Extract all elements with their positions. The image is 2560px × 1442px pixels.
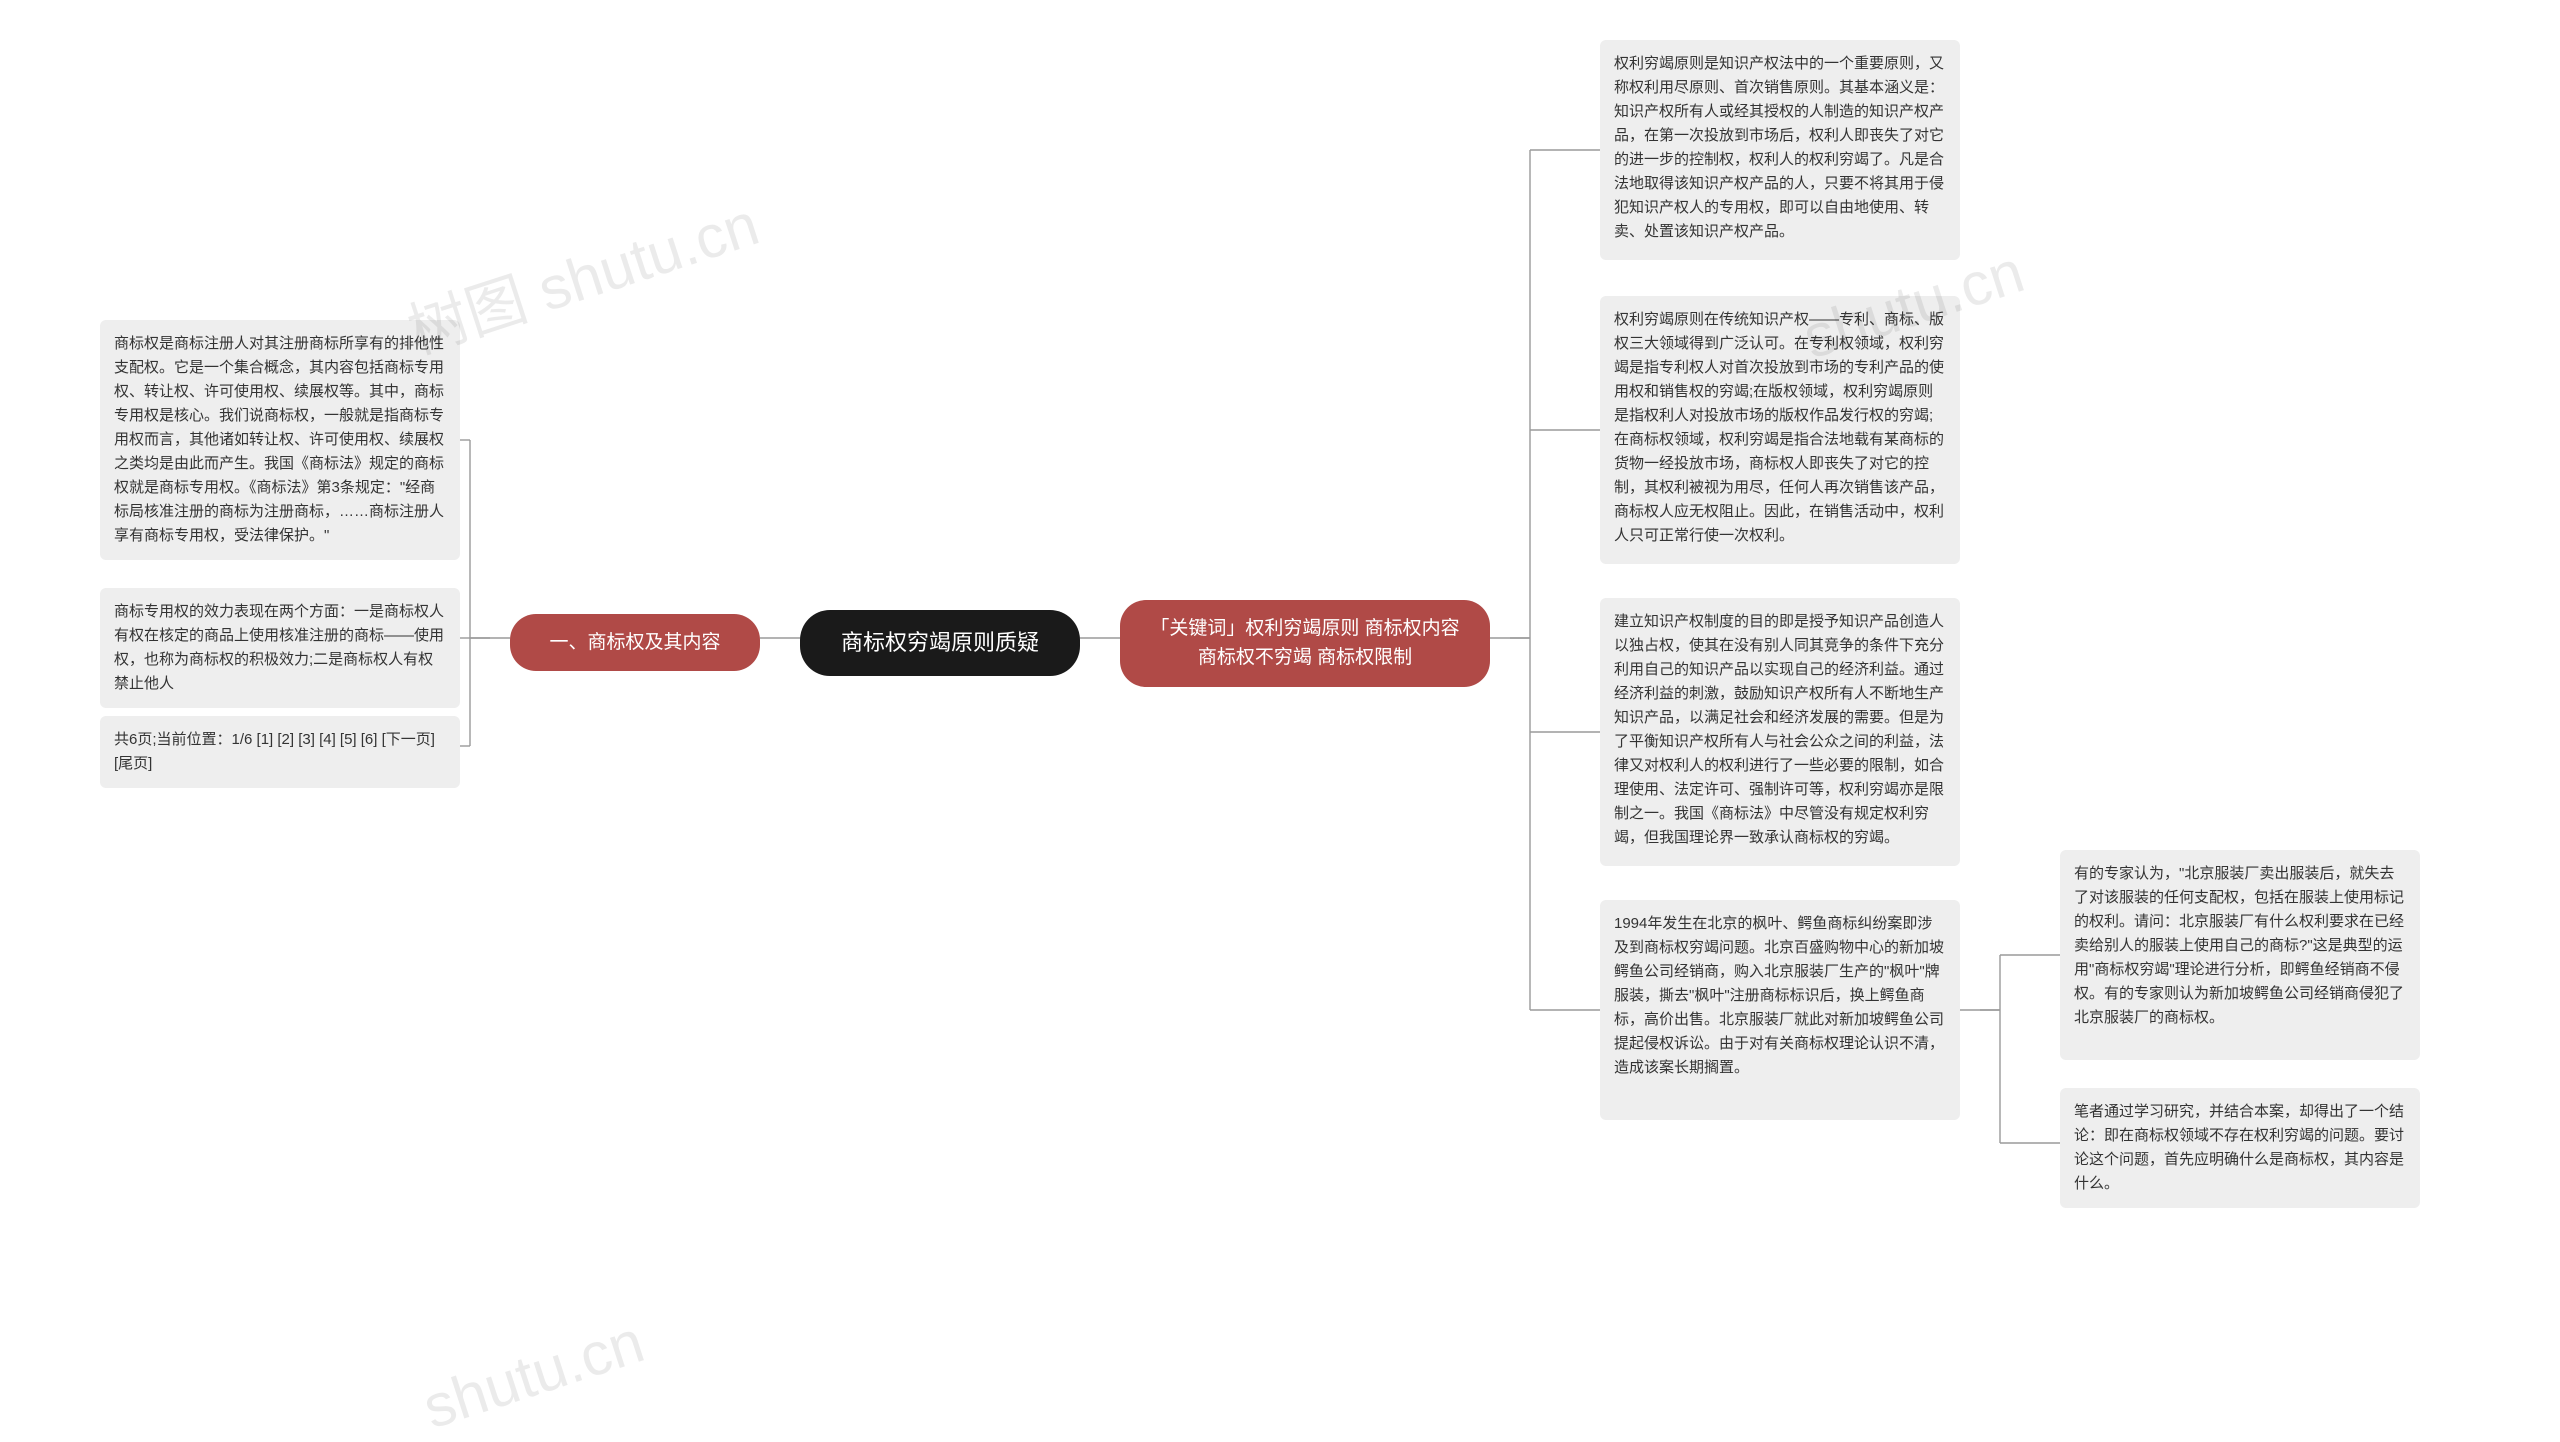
sub-leaf: 笔者通过学习研究，并结合本案，却得出了一个结论：即在商标权领域不存在权利穷竭的问… [2060, 1088, 2420, 1208]
root-node: 商标权穷竭原则质疑 [800, 610, 1080, 676]
left-leaf: 共6页;当前位置：1/6 [1] [2] [3] [4] [5] [6] [下一… [100, 716, 460, 788]
sub-leaf: 有的专家认为，"北京服装厂卖出服装后，就失去了对该服装的任何支配权，包括在服装上… [2060, 850, 2420, 1060]
right-branch-node: 「关键词」权利穷竭原则 商标权内容商标权不穷竭 商标权限制 [1120, 600, 1490, 687]
right-leaf: 权利穷竭原则是知识产权法中的一个重要原则，又称权利用尽原则、首次销售原则。其基本… [1600, 40, 1960, 260]
left-leaf: 商标专用权的效力表现在两个方面：一是商标权人有权在核定的商品上使用核准注册的商标… [100, 588, 460, 708]
left-leaf: 商标权是商标注册人对其注册商标所享有的排他性支配权。它是一个集合概念，其内容包括… [100, 320, 460, 560]
right-leaf: 建立知识产权制度的目的即是授予知识产品创造人以独占权，使其在没有别人同其竞争的条… [1600, 598, 1960, 866]
watermark: shutu.cn [415, 1307, 652, 1442]
left-branch-node: 一、商标权及其内容 [510, 614, 760, 671]
right-leaf: 1994年发生在北京的枫叶、鳄鱼商标纠纷案即涉及到商标权穷竭问题。北京百盛购物中… [1600, 900, 1960, 1120]
mindmap-canvas: 商标权穷竭原则质疑 一、商标权及其内容 「关键词」权利穷竭原则 商标权内容商标权… [0, 0, 2560, 1420]
right-leaf: 权利穷竭原则在传统知识产权——专利、商标、版权三大领域得到广泛认可。在专利权领域… [1600, 296, 1960, 564]
